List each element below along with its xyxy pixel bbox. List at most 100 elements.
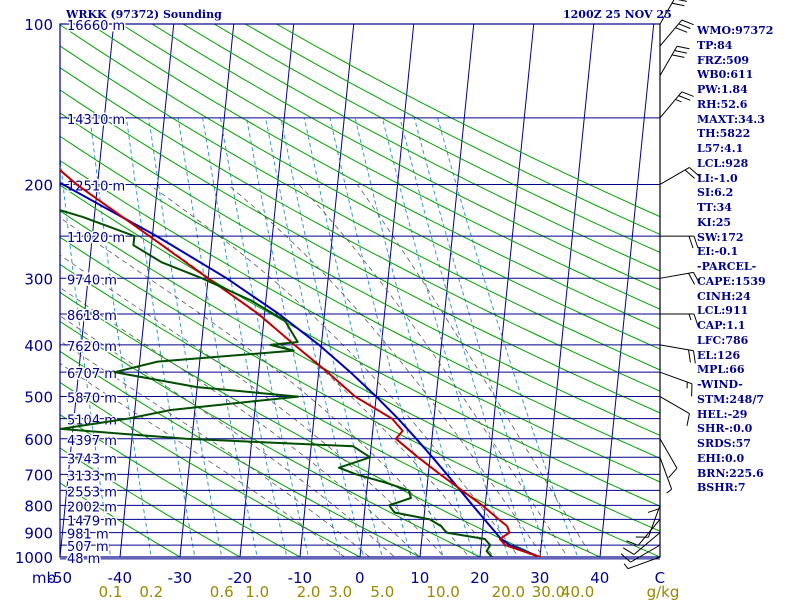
wind-barb-halfflag <box>623 563 629 569</box>
sounding-index-item: HEL:-29 <box>697 407 748 421</box>
wind-barb-staff <box>633 532 661 555</box>
dry-adiabat <box>151 24 660 291</box>
temperature-tick-label: C <box>655 569 665 587</box>
mixing-ratio-label: 0.6 <box>210 583 234 600</box>
isotherm <box>119 24 175 557</box>
mixing-ratio-line <box>437 117 579 557</box>
sounding-index-item: LCL:911 <box>697 304 749 318</box>
wind-barb-flag <box>647 507 661 513</box>
temperature-tick-label: -30 <box>168 569 193 587</box>
isotherm <box>60 24 115 557</box>
mixing-ratio-line <box>399 117 531 557</box>
dry-adiabat <box>60 89 660 414</box>
dry-adiabat <box>213 24 660 253</box>
sounding-index-item: EL:126 <box>697 348 741 362</box>
dry-adiabat <box>60 320 482 557</box>
height-label: 507 m <box>67 540 109 555</box>
sounding-index-item: RH:52.6 <box>697 97 748 111</box>
wind-barb <box>659 167 700 185</box>
wind-barb <box>659 457 673 494</box>
sounding-index-item: LFC:786 <box>697 333 749 347</box>
wind-barb-flag <box>626 540 639 546</box>
wind-barb-flag <box>671 2 685 7</box>
sounding-index-item: WB0:611 <box>697 68 754 82</box>
sounding-time: 1200Z 25 NOV 25 <box>563 8 672 21</box>
dry-adiabat <box>60 184 660 507</box>
wind-barb-staff <box>659 19 683 47</box>
sounding-indices: WMO:97372 TP:84 FRZ:509 WB0:611 PW:1.84 RH:52… <box>697 24 800 496</box>
wind-barb-staff <box>659 271 694 279</box>
height-label: 5870 m <box>67 392 117 407</box>
isotherm <box>239 24 295 557</box>
height-label: 8618 m <box>67 309 117 324</box>
dry-adiabat <box>60 350 422 557</box>
height-label: 3743 m <box>67 452 117 467</box>
wind-barb-staff <box>659 344 694 352</box>
wind-barb <box>659 91 694 119</box>
wind-barb <box>659 0 687 25</box>
wind-barb-flag <box>693 272 700 284</box>
wind-barb-flag <box>622 547 635 555</box>
sounding-index-item: -WIND- <box>697 378 743 391</box>
height-label: 4397 m <box>67 434 117 449</box>
dry-adiabat <box>120 24 660 310</box>
sounding-index-item: TH:5822 <box>697 127 751 141</box>
sounding-index-item: FRZ:509 <box>697 53 750 67</box>
wind-barb-staff <box>630 544 661 563</box>
height-label: 9740 m <box>67 273 117 288</box>
height-label: 14310 m <box>67 113 125 128</box>
sounding-index-item: SI:6.2 <box>697 186 734 200</box>
temperature-profile <box>60 168 544 557</box>
mixing-ratio-label: 10.0 <box>426 583 459 600</box>
wind-barb-flag <box>677 0 687 2</box>
mixing-ratio-label: 0.1 <box>99 583 123 600</box>
dry-adiabat <box>60 414 302 557</box>
sounding-index-item: CAPE:1539 <box>697 274 766 288</box>
mixing-ratio-unit: g/kg <box>647 583 680 600</box>
dry-adiabat <box>60 210 660 532</box>
mixing-ratio-label: 5.0 <box>370 583 394 600</box>
wind-barb <box>659 371 693 397</box>
wind-barb <box>626 519 661 546</box>
temperature-tick-label: 30 <box>530 569 549 587</box>
temperature-tick-label: -40 <box>108 569 133 587</box>
isotherm <box>179 24 235 557</box>
moist-adiabat <box>60 340 371 557</box>
height-label: 6707 m <box>67 367 117 382</box>
dry-adiabat <box>60 45 660 371</box>
isotherm <box>539 24 595 557</box>
wind-barb-flag <box>688 273 696 285</box>
mixing-ratio-label: 2.0 <box>297 583 321 600</box>
parcel-profile <box>60 181 541 557</box>
height-label: 1479 m <box>67 514 117 529</box>
wind-barb-staff <box>659 91 683 119</box>
moist-adiabat <box>60 315 396 557</box>
wind-barb-staff <box>659 0 675 25</box>
moist-adiabat <box>148 184 520 557</box>
dry-adiabat <box>60 112 660 436</box>
dry-adiabat <box>60 291 542 557</box>
wind-barb <box>659 19 694 47</box>
dry-adiabat <box>182 24 660 272</box>
wind-barb-flag <box>689 167 700 177</box>
wind-barb-staff <box>647 505 661 538</box>
station-title: WRKK (97372) Sounding <box>66 8 222 21</box>
dry-adiabat <box>60 135 660 459</box>
wind-barb <box>660 235 699 249</box>
mixing-ratio-label: 0.2 <box>139 583 163 600</box>
pressure-label: 400 <box>24 337 53 355</box>
sounding-index-item: LI:-1.0 <box>697 171 738 185</box>
pressure-label: 100 <box>24 16 53 34</box>
sounding-index-item: PW:1.84 <box>697 83 748 96</box>
moist-adiabat <box>60 362 346 557</box>
mixing-ratio-label: 20.0 <box>492 583 525 600</box>
wind-barb <box>659 271 700 285</box>
wind-barb-flag <box>688 235 694 249</box>
dry-adiabat <box>60 236 660 557</box>
sounding-index-item: SRDS:57 <box>697 437 751 450</box>
height-label: 2553 m <box>67 485 117 500</box>
height-label: 981 m <box>67 528 109 543</box>
sounding-index-item: L57:4.1 <box>697 142 744 155</box>
sounding-index-item: TT:34 <box>697 201 732 214</box>
mixing-ratio-label: 1.0 <box>245 583 269 600</box>
